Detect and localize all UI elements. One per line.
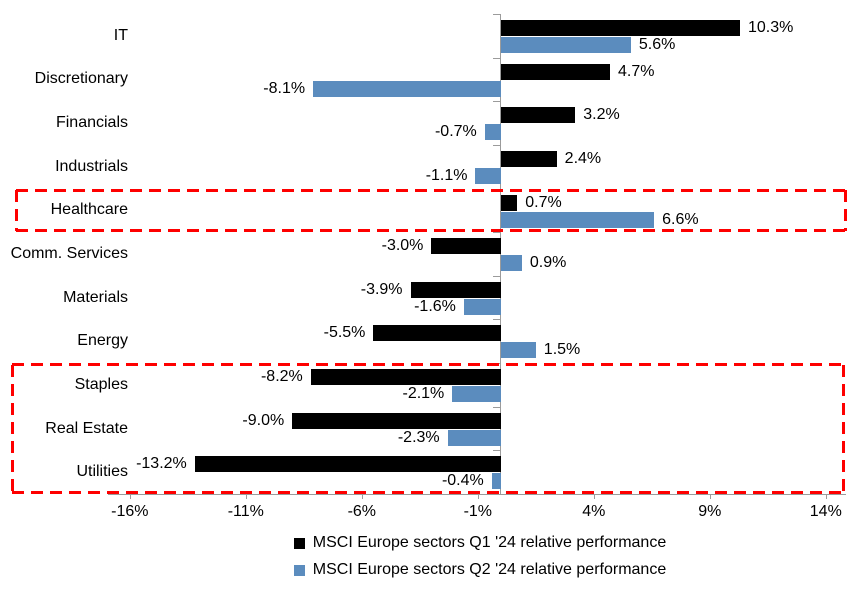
bar-q1-energy xyxy=(373,325,501,342)
bar-q2-energy xyxy=(501,342,536,359)
x-axis-tick-label-9: 9% xyxy=(698,503,722,520)
bar-q2-it xyxy=(501,37,631,53)
highlight-box-healthcare-left xyxy=(14,190,18,231)
bar-q2-comm-services xyxy=(501,255,522,272)
legend-label-q2: MSCI Europe sectors Q2 '24 relative perf… xyxy=(312,561,667,578)
value-label-q2-comm-services: 0.9% xyxy=(529,254,567,272)
category-label-industrials: Industrials xyxy=(55,157,128,175)
legend-item-q1: MSCI Europe sectors Q1 '24 relative perf… xyxy=(293,533,667,553)
x-axis-tick-label-1: -1% xyxy=(463,503,493,520)
bar-q2-materials xyxy=(463,298,501,315)
y-axis-row-tick xyxy=(493,101,501,103)
value-label-q1-it: 10.3% xyxy=(747,19,794,36)
category-label-energy: Energy xyxy=(77,332,128,350)
value-label-q1-financials: 3.2% xyxy=(583,106,620,124)
category-label-materials: Materials xyxy=(63,288,128,306)
value-label-q1-comm-services: -3.0% xyxy=(381,237,424,255)
bar-q1-financials xyxy=(501,107,576,124)
legend-swatch-q2 xyxy=(293,564,305,576)
highlight-box-staples-real-estate-utilities-top xyxy=(12,363,843,367)
value-label-q2-industrials: -1.1% xyxy=(425,166,468,184)
x-axis-tick xyxy=(245,494,247,499)
value-label-q2-discretionary: -8.1% xyxy=(263,79,306,97)
bar-q2-utilities xyxy=(491,473,501,490)
bar-q2-staples xyxy=(452,386,501,403)
category-label-comm-services: Comm. Services xyxy=(10,245,128,263)
x-axis-tick-label-11: -11% xyxy=(227,503,264,520)
bar-q1-discretionary xyxy=(501,63,611,80)
x-axis-tick xyxy=(593,494,595,499)
value-label-q2-staples: -2.1% xyxy=(402,385,445,403)
bar-q2-industrials xyxy=(475,167,501,184)
bar-q2-financials xyxy=(484,124,501,141)
category-label-it: IT xyxy=(113,26,128,44)
bar-q1-it xyxy=(501,20,740,36)
value-label-q2-energy: 1.5% xyxy=(543,341,581,359)
category-label-real-estate: Real Estate xyxy=(45,419,128,437)
category-label-utilities: Utilities xyxy=(76,463,128,481)
x-axis-tick-label-16: -16% xyxy=(111,503,149,520)
value-label-q2-real-estate: -2.3% xyxy=(397,428,440,446)
y-axis-row-tick xyxy=(493,232,501,234)
x-axis-line xyxy=(108,494,846,495)
value-label-q1-utilities: -13.2% xyxy=(136,455,187,473)
value-label-q1-energy: -5.5% xyxy=(323,324,366,342)
highlight-box-healthcare-bottom xyxy=(16,229,845,233)
bar-q1-utilities xyxy=(194,456,501,473)
bar-q1-industrials xyxy=(501,150,557,167)
y-axis-row-tick xyxy=(493,144,501,146)
category-label-healthcare: Healthcare xyxy=(50,201,128,219)
legend-label-q1: MSCI Europe sectors Q1 '24 relative perf… xyxy=(312,534,667,551)
value-label-q2-healthcare: 6.6% xyxy=(662,210,699,228)
category-label-staples: Staples xyxy=(74,375,128,393)
highlight-box-staples-real-estate-utilities-left xyxy=(10,364,14,493)
y-axis-row-tick xyxy=(493,275,501,277)
x-axis-tick xyxy=(709,494,711,499)
category-label-discretionary: Discretionary xyxy=(34,70,128,88)
bar-q1-comm-services xyxy=(431,238,501,255)
bar-q1-materials xyxy=(410,281,501,298)
x-axis-tick-label-14: 14% xyxy=(809,503,842,520)
y-axis-row-tick xyxy=(493,319,501,321)
x-axis-tick xyxy=(477,494,479,499)
value-label-q1-materials: -3.9% xyxy=(360,280,403,298)
x-axis-tick xyxy=(825,494,827,499)
legend-swatch-q1 xyxy=(293,537,305,549)
value-label-q1-industrials: 2.4% xyxy=(564,149,602,167)
highlight-box-healthcare-top xyxy=(16,188,845,192)
bar-q2-real-estate xyxy=(447,429,501,446)
legend: MSCI Europe sectors Q1 '24 relative perf… xyxy=(110,533,850,580)
bar-q2-healthcare xyxy=(501,211,655,228)
category-label-financials: Financials xyxy=(55,114,128,132)
bar-q1-real-estate xyxy=(292,412,501,429)
value-label-q2-financials: -0.7% xyxy=(434,123,477,141)
value-label-q1-staples: -8.2% xyxy=(260,368,303,386)
highlight-box-staples-real-estate-utilities-right xyxy=(841,364,845,493)
highlight-box-staples-real-estate-utilities-bottom xyxy=(12,491,843,495)
y-axis-row-tick xyxy=(493,450,501,452)
x-axis-tick xyxy=(129,494,131,499)
y-axis-row-tick xyxy=(493,406,501,408)
x-axis-tick-label-4: 4% xyxy=(582,503,606,520)
bar-q2-discretionary xyxy=(313,80,501,97)
y-axis-row-tick xyxy=(493,57,501,59)
value-label-q2-utilities: -0.4% xyxy=(441,472,484,490)
value-label-q2-materials: -1.6% xyxy=(414,297,456,315)
legend-item-q2: MSCI Europe sectors Q2 '24 relative perf… xyxy=(293,560,667,580)
x-axis-tick xyxy=(361,494,363,499)
bar-q1-healthcare xyxy=(501,194,518,211)
x-axis-tick-label-6: -6% xyxy=(347,503,377,520)
bar-q1-staples xyxy=(310,369,501,386)
value-label-q1-discretionary: 4.7% xyxy=(618,62,655,80)
highlight-box-healthcare-right xyxy=(843,190,847,231)
value-label-q2-it: 5.6% xyxy=(638,36,676,53)
value-label-q1-real-estate: -9.0% xyxy=(242,411,285,429)
y-axis-row-tick xyxy=(493,14,501,15)
value-label-q1-healthcare: 0.7% xyxy=(525,193,562,211)
